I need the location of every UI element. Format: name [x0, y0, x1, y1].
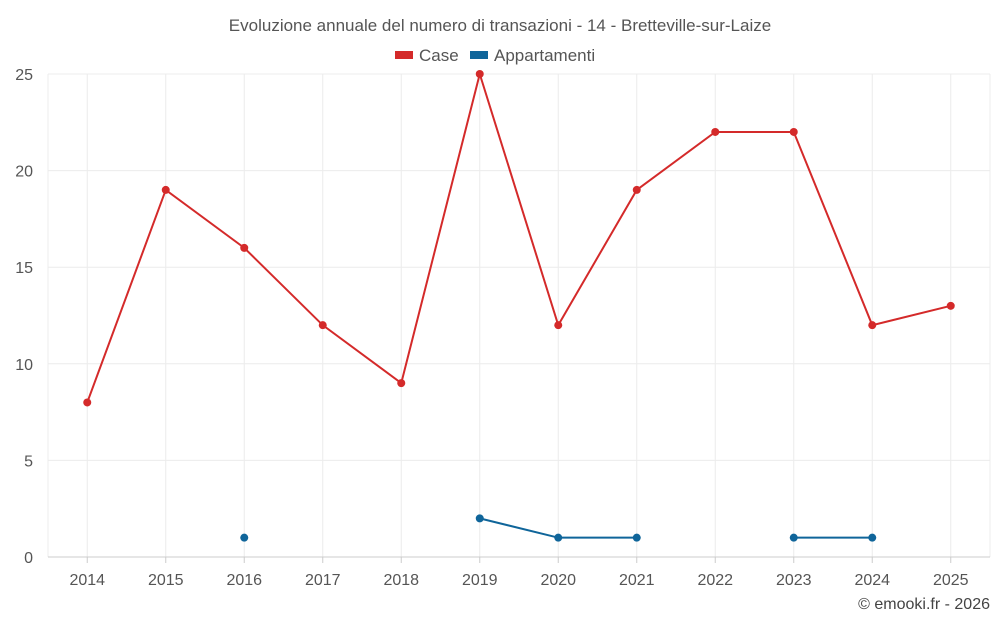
x-tick-label: 2023	[776, 572, 812, 589]
legend-swatch-appartamenti	[470, 51, 488, 59]
series-line-case	[86, 70, 951, 403]
y-tick-label: 25	[15, 67, 33, 84]
point-appartamenti-2019	[475, 514, 484, 523]
point-appartamenti-2021	[632, 533, 641, 542]
x-tick-label: 2024	[854, 572, 890, 589]
x-tick-label: 2019	[462, 572, 498, 589]
point-case-2016	[240, 243, 249, 252]
point-case-2022	[711, 127, 720, 136]
point-case-2017	[318, 321, 327, 330]
point-appartamenti-2024	[868, 533, 877, 542]
chart-title: Evoluzione annuale del numero di transaz…	[229, 16, 771, 35]
x-tick-label: 2016	[226, 572, 262, 589]
y-tick-label: 0	[24, 550, 33, 567]
point-appartamenti-2023	[789, 533, 798, 542]
x-axis: 2014 2015 2016 2017 2018 2019 2020 2021 2022 2023…	[48, 556, 990, 589]
point-case-2023	[789, 127, 798, 136]
x-tick-label: 2020	[540, 572, 576, 589]
point-case-2021	[632, 185, 641, 194]
y-tick-label: 5	[24, 453, 33, 470]
x-tick-label: 2017	[305, 572, 341, 589]
y-tick-label: 10	[15, 357, 33, 374]
x-tick-label: 2018	[383, 572, 419, 589]
credit-text: © emooki.fr - 2026	[858, 596, 990, 613]
point-appartamenti-2020	[554, 533, 563, 542]
point-case-2014	[83, 398, 92, 407]
x-tick-label: 2021	[619, 572, 655, 589]
x-tick-label: 2025	[933, 572, 969, 589]
grid	[47, 73, 991, 557]
point-case-2015	[161, 185, 170, 194]
y-axis: 0 5 10 15 20 25	[15, 67, 33, 567]
point-appartamenti-2016	[240, 533, 249, 542]
series-layer	[83, 70, 955, 542]
point-case-2018	[397, 379, 406, 388]
point-case-2020	[554, 321, 563, 330]
y-tick-label: 20	[15, 164, 33, 181]
legend-swatch-case	[395, 51, 413, 59]
y-tick-label: 15	[15, 260, 33, 277]
legend-label-appartamenti: Appartamenti	[494, 46, 595, 65]
x-tick-label: 2014	[69, 572, 105, 589]
point-case-2025	[946, 301, 955, 310]
point-case-2019	[475, 70, 484, 78]
x-tick-label: 2015	[148, 572, 184, 589]
x-tick-label: 2022	[697, 572, 733, 589]
legend-label-case: Case	[419, 46, 459, 65]
legend: Case Appartamenti	[395, 46, 595, 65]
point-case-2024	[868, 321, 877, 330]
